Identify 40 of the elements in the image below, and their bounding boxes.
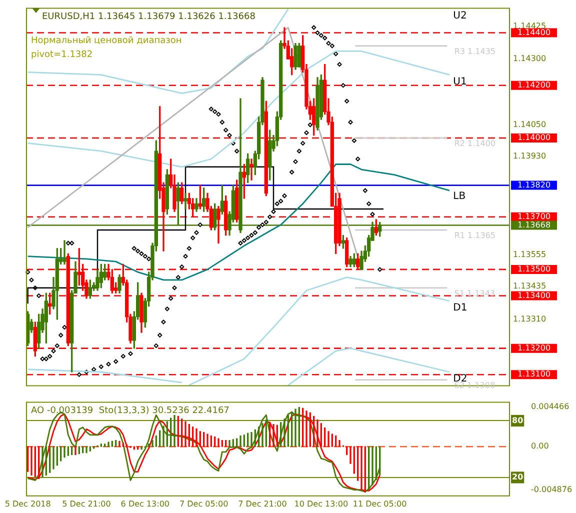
x-tick-label: 11 Dec 05:00 (352, 499, 407, 508)
annotation: LB (453, 190, 466, 202)
y2-tick-label: -0.004876 (531, 485, 572, 494)
candlestick (62, 240, 66, 265)
candlestick (184, 192, 188, 210)
chart-title: EURUSD,H1 1.13645 1.13679 1.13626 1.13668 (42, 12, 256, 22)
y-tick-label: 1.13555 (513, 250, 546, 260)
ref-line-label: 1.14000 (517, 133, 551, 142)
y-tick-label: 1.13310 (513, 314, 546, 324)
text: U2 (453, 10, 467, 22)
x-tick-label: 6 Dec 13:00 (120, 499, 170, 508)
text: AO -0.003139 Sto(13,3,3) 30.5236 22.4167 (31, 406, 230, 416)
ref-line-label: 1.13500 (517, 264, 551, 274)
ref-line-label: 1.13100 (517, 370, 551, 379)
ref-line-label: 1.14200 (517, 80, 551, 90)
ref-line-label: 1.13400 (517, 290, 551, 300)
ref-line-label: 1.13820 (517, 180, 551, 190)
ref-line-label: 1.13200 (517, 343, 551, 352)
x-tick-label: 10 Dec 13:00 (294, 499, 348, 508)
y2-tick-label: 0.004466 (531, 402, 570, 411)
y-tick-label: 20 (512, 472, 524, 482)
x-tick-label: 5 Dec 21:00 (62, 499, 111, 508)
y2-tick-label: 0.00 (531, 442, 549, 451)
ref-line-label: 1.13700 (517, 212, 551, 221)
x-tick-label: 5 Dec 2018 (4, 499, 51, 508)
ref-line-label: 1.14400 (517, 28, 551, 37)
annotation: Нормальный ценовой диапазон (31, 36, 182, 46)
y-tick-label: 1.14425 (513, 21, 546, 30)
candlestick (250, 158, 254, 180)
y-tick-label: 1.14050 (513, 120, 546, 129)
ref-line-label: 1.13668 (517, 220, 551, 230)
x-tick-label: 7 Dec 05:00 (179, 499, 228, 508)
y-tick-label: 80 (512, 416, 524, 425)
y-tick-label: 1.13435 (513, 282, 546, 291)
y-tick-label: 1.13930 (513, 151, 546, 160)
series-label: U1 (453, 76, 467, 88)
y-tick-label: 1.14300 (513, 54, 546, 64)
annotation: pivot=1.1382 (31, 50, 93, 60)
x-tick-label: 7 Dec 21:00 (238, 499, 287, 508)
series-label: D1 (453, 302, 468, 314)
